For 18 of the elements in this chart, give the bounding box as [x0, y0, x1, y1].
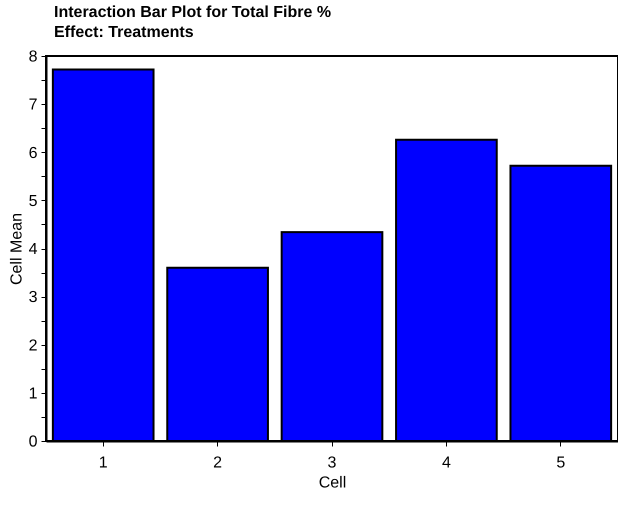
x-tick-label: 3 [328, 454, 337, 472]
chart-subtitle: Effect: Treatments [54, 24, 194, 41]
x-tick-label: 4 [442, 454, 451, 472]
y-tick-label: 0 [28, 434, 38, 450]
y-tick-label: 6 [28, 144, 38, 162]
y-tick-label: 3 [28, 289, 38, 306]
y-axis-title: Cell Mean [8, 212, 26, 286]
y-tick-label: 1 [28, 385, 38, 402]
y-tick-label: 7 [28, 96, 38, 114]
y-tick-label: 5 [28, 192, 38, 210]
y-tick-label: 2 [28, 337, 38, 354]
x-axis-title: Cell [318, 474, 346, 492]
x-tick-label: 5 [556, 454, 566, 472]
chart-title: Interaction Bar Plot for Total Fibre % [54, 4, 332, 21]
x-tick-label: 2 [213, 454, 222, 472]
x-tick-label: 1 [98, 454, 108, 472]
y-tick-label: 4 [28, 241, 38, 258]
y-tick-label: 8 [28, 48, 38, 66]
